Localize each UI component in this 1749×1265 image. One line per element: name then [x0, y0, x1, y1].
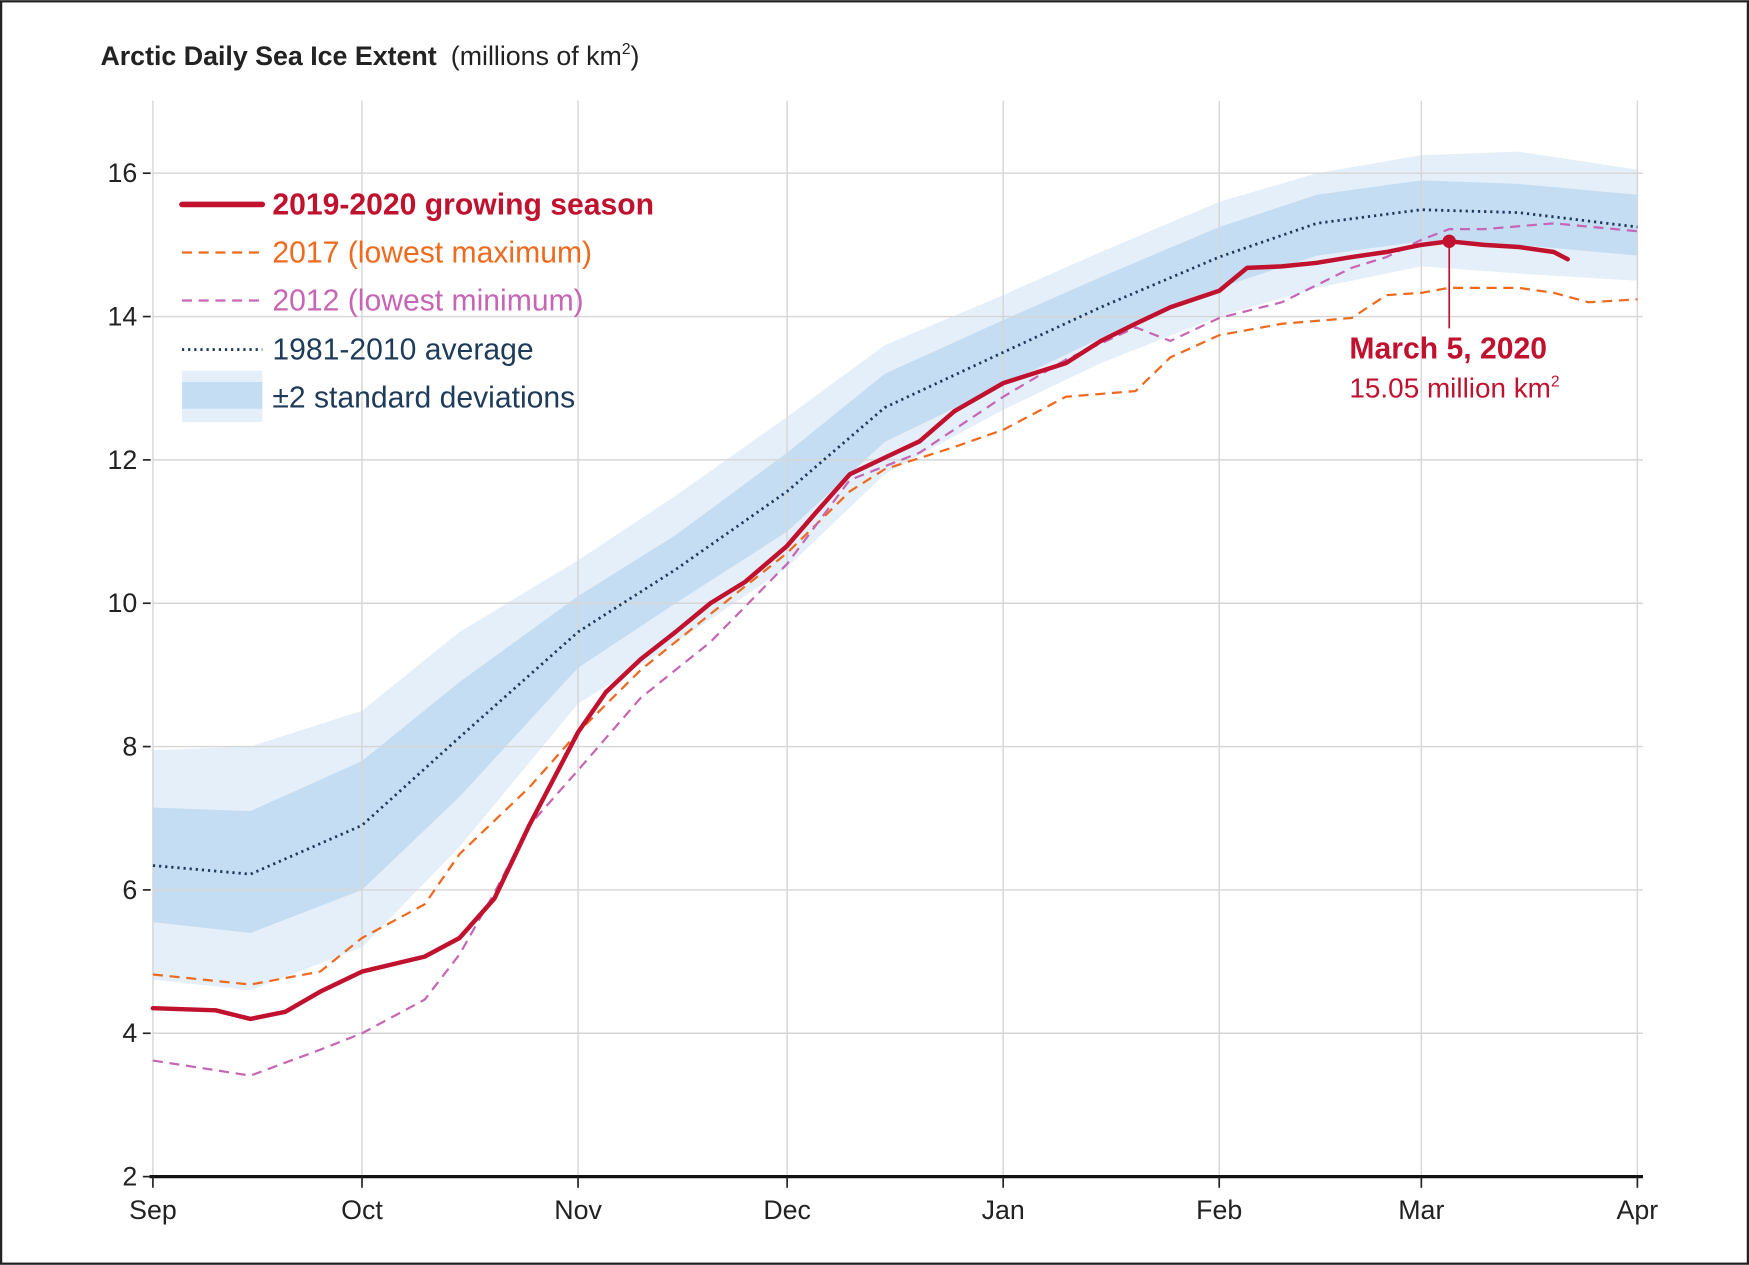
annotation-date: March 5, 2020 — [1349, 332, 1547, 365]
legend-label-bands: ±2 standard deviations — [272, 382, 575, 415]
title-units-sup: 2 — [622, 41, 631, 58]
y-tick-label: 6 — [122, 875, 137, 905]
gridlines — [152, 100, 1643, 1177]
title-main: Arctic Daily Sea Ice Extent — [100, 41, 436, 71]
series-y2012 — [152, 222, 1638, 1077]
y-tick-label: 8 — [122, 732, 137, 762]
x-tick-label: Mar — [1398, 1195, 1444, 1225]
y-tick-label: 12 — [108, 445, 138, 475]
series-season — [150, 239, 1570, 1022]
x-tick-label: Jan — [982, 1195, 1025, 1225]
legend-label-season: 2019-2020 growing season — [272, 189, 654, 222]
chart-title: Arctic Daily Sea Ice Extent (millions of… — [100, 41, 639, 71]
axes: 2 4 6 8 10 12 14 16 Sep Oct Nov Dec Jan Feb Mar Apr — [108, 158, 1659, 1225]
x-tick-label: Apr — [1617, 1195, 1659, 1225]
y-tick-label: 4 — [122, 1018, 137, 1048]
title-units-end: ) — [631, 41, 640, 71]
series-lines — [150, 208, 1638, 1077]
legend-label-average: 1981-2010 average — [272, 334, 533, 367]
y-tick-label: 16 — [108, 158, 138, 188]
legend-label-y2017: 2017 (lowest maximum) — [272, 236, 592, 269]
legend: 2019-2020 growing season 2017 (lowest max… — [179, 189, 654, 423]
y-tick-label: 14 — [108, 301, 138, 331]
title-units: (millions of km — [451, 41, 622, 71]
x-tick-label: Feb — [1196, 1195, 1242, 1225]
y-tick-label: 2 — [122, 1162, 137, 1192]
inner-band — [152, 180, 1638, 933]
std-dev-bands — [152, 151, 1638, 991]
series-average — [152, 208, 1638, 876]
annotation-value: 15.05 million km2 — [1349, 373, 1559, 404]
annotation-point — [1442, 234, 1456, 248]
legend-swatch-bands-inner — [181, 381, 263, 409]
max-annotation: March 5, 2020 15.05 million km2 — [1349, 234, 1560, 404]
x-tick-label: Oct — [341, 1195, 383, 1225]
y-tick-label: 10 — [108, 588, 138, 618]
series-y2017 — [152, 286, 1638, 986]
x-tick-label: Sep — [129, 1195, 177, 1225]
x-tick-label: Nov — [554, 1195, 602, 1225]
x-tick-label: Dec — [763, 1195, 811, 1225]
legend-label-y2012: 2012 (lowest minimum) — [272, 284, 583, 317]
